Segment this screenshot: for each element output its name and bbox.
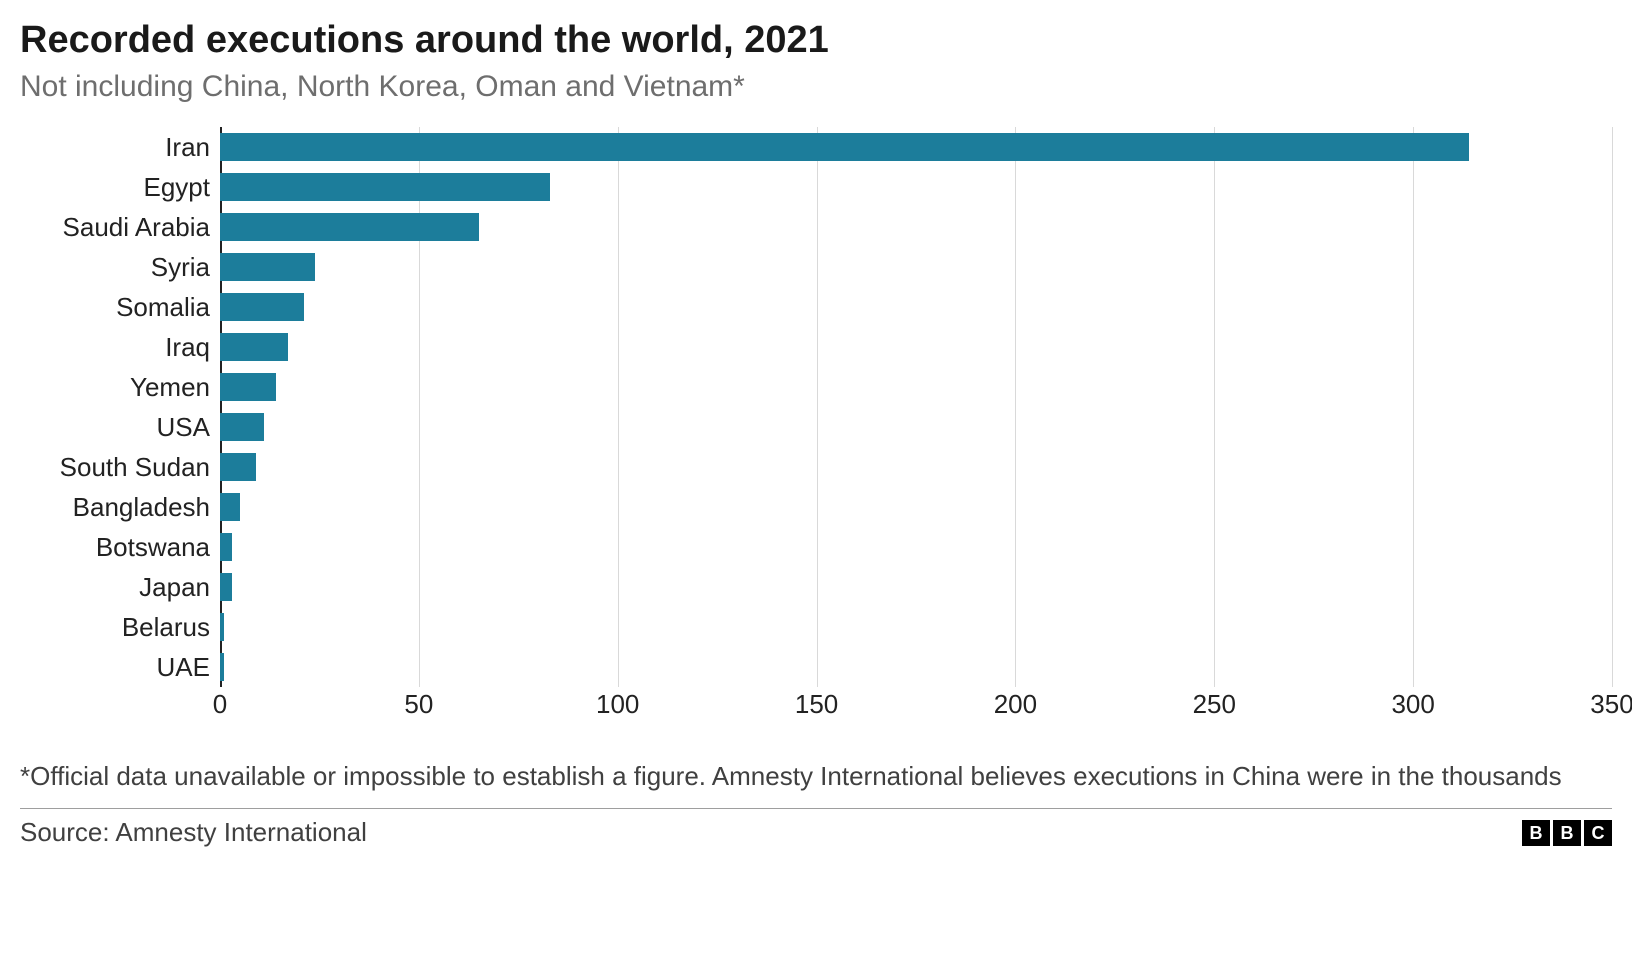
bar-row [220, 127, 1612, 167]
y-axis-label: Iraq [20, 327, 210, 367]
bar-row [220, 527, 1612, 567]
bbc-logo-letter: C [1584, 820, 1612, 846]
bar [220, 653, 224, 681]
y-axis-label: UAE [20, 647, 210, 687]
x-axis-tick-label: 300 [1391, 689, 1434, 720]
y-axis-label: Iran [20, 127, 210, 167]
bar [220, 493, 240, 521]
x-axis-tick-label: 200 [994, 689, 1037, 720]
plot-area: 050100150200250300350 [220, 127, 1612, 741]
chart-footnote: *Official data unavailable or impossible… [20, 759, 1612, 794]
y-axis-label: South Sudan [20, 447, 210, 487]
bar-row [220, 327, 1612, 367]
bbc-logo-letter: B [1522, 820, 1550, 846]
x-axis: 050100150200250300350 [220, 689, 1612, 741]
bar-row [220, 447, 1612, 487]
bars-group [220, 127, 1612, 687]
y-axis-label: USA [20, 407, 210, 447]
bar [220, 133, 1469, 161]
chart-title: Recorded executions around the world, 20… [20, 18, 1612, 64]
bar-row [220, 567, 1612, 607]
y-axis-label: Somalia [20, 287, 210, 327]
footer-divider [20, 808, 1612, 809]
bar-row [220, 487, 1612, 527]
bar-row [220, 367, 1612, 407]
x-axis-tick-label: 100 [596, 689, 639, 720]
bar [220, 573, 232, 601]
x-axis-ticks: 050100150200250300350 [220, 689, 1612, 741]
bar [220, 453, 256, 481]
chart-container: Recorded executions around the world, 20… [0, 0, 1632, 976]
chart-subtitle: Not including China, North Korea, Oman a… [20, 68, 1612, 106]
bar [220, 373, 276, 401]
x-axis-tick-label: 150 [795, 689, 838, 720]
x-axis-tick-label: 350 [1590, 689, 1632, 720]
bar [220, 413, 264, 441]
bar-row [220, 247, 1612, 287]
x-axis-tick-label: 50 [404, 689, 433, 720]
y-axis-label: Botswana [20, 527, 210, 567]
bar-row [220, 207, 1612, 247]
y-axis-label: Belarus [20, 607, 210, 647]
y-axis-label: Egypt [20, 167, 210, 207]
y-axis-labels: IranEgyptSaudi ArabiaSyriaSomaliaIraqYem… [20, 127, 220, 741]
bar [220, 613, 224, 641]
bbc-logo: B B C [1522, 820, 1612, 846]
bar-row [220, 287, 1612, 327]
bar-row [220, 647, 1612, 687]
y-axis-label: Saudi Arabia [20, 207, 210, 247]
bar [220, 533, 232, 561]
y-axis-label: Japan [20, 567, 210, 607]
y-axis-label: Syria [20, 247, 210, 287]
bar-row [220, 407, 1612, 447]
y-axis-label: Bangladesh [20, 487, 210, 527]
bar [220, 253, 315, 281]
gridline [1612, 127, 1613, 687]
bbc-logo-letter: B [1553, 820, 1581, 846]
source-label: Source: Amnesty International [20, 817, 367, 848]
plot: IranEgyptSaudi ArabiaSyriaSomaliaIraqYem… [20, 127, 1612, 741]
bar [220, 213, 479, 241]
bar-row [220, 607, 1612, 647]
bar [220, 173, 550, 201]
x-axis-tick-label: 0 [213, 689, 227, 720]
bar [220, 293, 304, 321]
y-axis-label: Yemen [20, 367, 210, 407]
bar [220, 333, 288, 361]
chart-footer: Source: Amnesty International B B C [20, 817, 1612, 862]
x-axis-tick-label: 250 [1193, 689, 1236, 720]
bar-row [220, 167, 1612, 207]
